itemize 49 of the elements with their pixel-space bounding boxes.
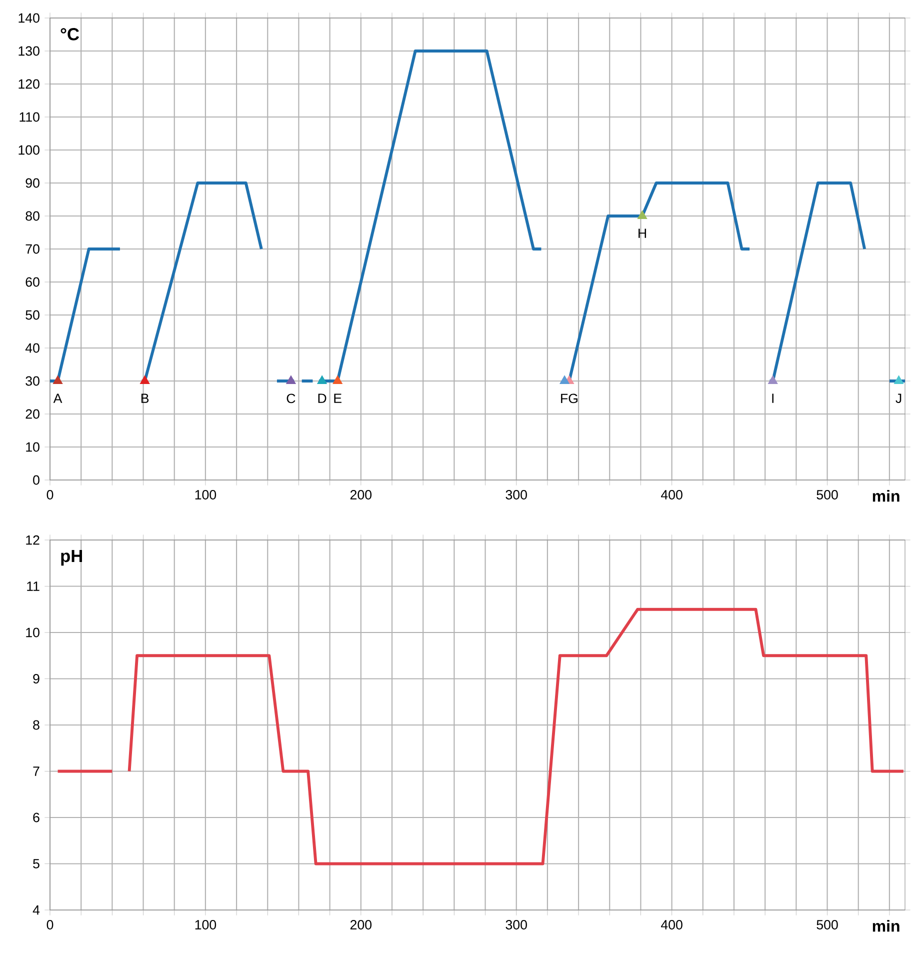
x-tick-label: 0 xyxy=(46,920,54,930)
x-tick-label: 400 xyxy=(661,920,682,930)
y-tick-label: 60 xyxy=(26,277,40,287)
y-tick-label: 120 xyxy=(18,79,40,89)
x-tick-label: 400 xyxy=(661,490,682,500)
x-tick-label: 200 xyxy=(350,920,372,930)
y-tick-label: 20 xyxy=(26,409,40,419)
y-tick-label: 10 xyxy=(26,442,40,452)
y-tick-label: 140 xyxy=(18,13,40,23)
annotation: D xyxy=(318,394,326,403)
y-tick-label: 80 xyxy=(26,211,40,221)
annotation: C xyxy=(286,394,296,404)
annotation: A xyxy=(53,394,62,403)
x-tick-label: 100 xyxy=(195,920,216,930)
y-tick-label: 30 xyxy=(26,376,40,386)
y-tick-label: 6 xyxy=(33,812,40,822)
y-axis-title: pH xyxy=(61,550,82,566)
y-tick-label: 70 xyxy=(26,244,40,254)
y-tick-label: 7 xyxy=(33,766,40,776)
y-tick-label: 50 xyxy=(26,310,40,320)
y-tick-label: 8 xyxy=(33,720,40,730)
annotation: I xyxy=(772,394,774,403)
annotation: J xyxy=(896,394,902,404)
y-tick-label: 11 xyxy=(27,582,40,591)
y-tick-label: 5 xyxy=(33,859,40,868)
y-tick-label: 12 xyxy=(26,535,40,545)
x-tick-label: 300 xyxy=(506,920,527,930)
x-tick-label: 200 xyxy=(350,490,372,500)
annotation: B xyxy=(141,394,149,403)
annotation: E xyxy=(334,394,342,403)
annotation: H xyxy=(638,228,646,238)
y-axis-title: °C xyxy=(60,28,80,40)
y-tick-label: 100 xyxy=(18,145,40,155)
y-tick-label: 130 xyxy=(18,46,40,56)
y-tick-label: 9 xyxy=(33,674,40,684)
x-tick-label: 500 xyxy=(816,490,838,500)
y-tick-label: 4 xyxy=(32,905,40,915)
y-tick-label: 40 xyxy=(25,343,40,353)
y-tick-label: 110 xyxy=(20,112,40,122)
x-tick-label: 100 xyxy=(195,490,216,500)
x-tick-label: 500 xyxy=(816,920,838,930)
annotation: FG xyxy=(561,394,578,404)
x-axis-title: min xyxy=(872,920,900,932)
x-tick-label: 0 xyxy=(46,490,54,500)
y-tick-label: 10 xyxy=(26,628,40,638)
x-tick-label: 300 xyxy=(506,490,527,500)
x-axis-title: min xyxy=(872,490,900,502)
y-tick-label: 0 xyxy=(33,475,40,485)
y-tick-label: 90 xyxy=(26,178,40,188)
